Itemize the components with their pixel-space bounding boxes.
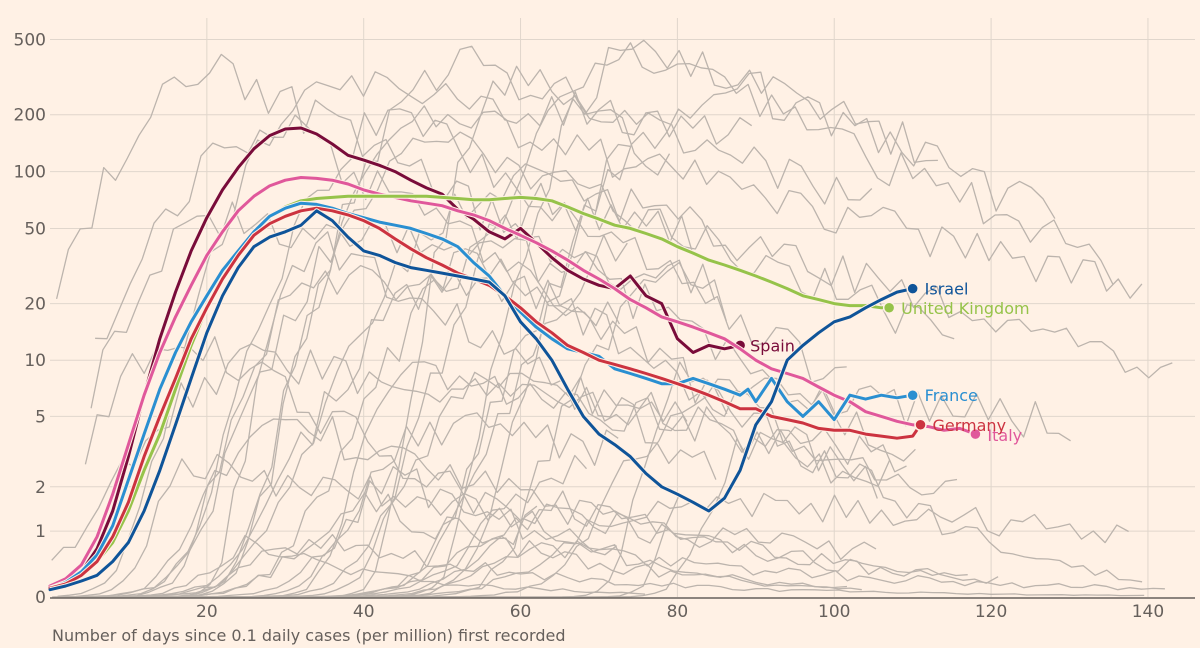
other-country-line: [83, 105, 1143, 598]
series-endpoint: [906, 282, 919, 295]
y-tick-label: 0: [35, 588, 46, 608]
axes: 0 1 2 5 10 20 50 100 200 500 20 40 60 80 100 120 140: [14, 31, 1195, 622]
other-country-line: [61, 533, 1145, 598]
series-endpoint: [906, 388, 919, 402]
other-country-line: [70, 108, 847, 598]
series-label: France: [925, 386, 978, 405]
other-country-line: [78, 163, 1173, 598]
x-tick-label: 100: [818, 602, 850, 622]
series-line-italy: [48, 176, 977, 588]
other-country-line: [92, 534, 646, 598]
x-tick-label: 60: [510, 602, 532, 622]
y-tick-label: 200: [14, 106, 46, 126]
y-tick-label: 5: [35, 407, 46, 427]
series-label: Spain: [750, 336, 795, 355]
y-tick-label: 1: [35, 522, 46, 542]
series-label: Israel: [925, 280, 969, 299]
series-label: Germany: [933, 416, 1007, 435]
y-tick-label: 20: [24, 295, 46, 315]
other-country-line: [71, 45, 873, 598]
series-label: Italy: [987, 426, 1022, 445]
y-tick-label: 100: [14, 163, 46, 183]
series-endpoint: [914, 418, 927, 432]
other-country-line: [81, 492, 1129, 598]
series-line-france: [48, 201, 915, 590]
x-tick-label: 80: [667, 602, 689, 622]
x-tick-label: 20: [196, 602, 218, 622]
series-label: United Kingdom: [901, 299, 1029, 318]
series-endpoint: [882, 301, 896, 315]
other-country-line: [51, 343, 688, 561]
x-axis-label: Number of days since 0.1 daily cases (pe…: [52, 626, 566, 645]
other-country-line: [95, 114, 1143, 583]
y-tick-label: 500: [14, 31, 46, 51]
x-tick-label: 120: [975, 602, 1007, 622]
y-tick-label: 50: [24, 219, 46, 239]
y-tick-label: 2: [35, 478, 46, 498]
other-country-line: [84, 336, 862, 591]
series-endpoint: [969, 427, 982, 441]
series-line-israel: [48, 209, 915, 592]
other-country-line: [52, 466, 618, 598]
other-country-line: [68, 490, 999, 598]
other-country-lines: [51, 39, 1173, 598]
other-country-line: [85, 415, 968, 598]
other-country-line: [90, 71, 1056, 598]
other-country-line: [53, 248, 878, 598]
series-line-spain: [48, 126, 742, 590]
x-tick-label: 40: [353, 602, 375, 622]
highlighted-country-lines: Spain Italy United Kingdom France Germany Isr…: [48, 125, 1030, 593]
x-tick-label: 140: [1132, 602, 1164, 622]
other-country-line: [78, 264, 620, 598]
y-tick-label: 10: [24, 351, 46, 371]
